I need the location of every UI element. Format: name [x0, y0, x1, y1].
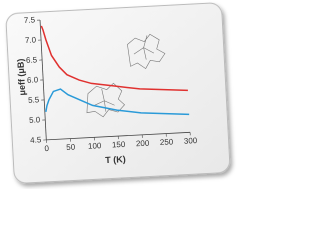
- molecule-top: [127, 33, 166, 69]
- y-axis-label: μeff (μB): [15, 58, 27, 95]
- series-line: [40, 25, 188, 92]
- card-bg: [5, 2, 231, 184]
- x-tick-label: 250: [160, 137, 174, 147]
- x-tick-label: 150: [112, 140, 126, 150]
- x-axis-label: T (K): [105, 154, 126, 165]
- y-tick-label: 6.0: [27, 75, 39, 85]
- x-tick-label: 50: [66, 142, 76, 151]
- y-tick-label: 6.5: [26, 55, 38, 65]
- series-line: [45, 88, 190, 116]
- page: μeff (μB) T (K) 4.5 5.0 5.5 6.0 6.5 7.0 7.5 0 50…: [5, 2, 231, 184]
- y-tick-label: 4.5: [30, 135, 42, 145]
- plot: μeff (μB) T (K) 4.5 5.0 5.5 6.0 6.5 7.0 7.5 0 50…: [15, 15, 198, 165]
- y-tick-label: 5.0: [29, 115, 41, 125]
- x-tick-label: 200: [136, 139, 150, 149]
- x-tick-label: 300: [184, 136, 198, 146]
- x-tick-label: 100: [88, 141, 102, 151]
- y-tick-label: 5.5: [28, 95, 40, 105]
- molecule-bottom: [86, 82, 125, 118]
- y-tick-label: 7.5: [24, 15, 36, 25]
- y-tick-label: 7.0: [25, 35, 37, 45]
- chart: μeff (μB) T (K) 4.5 5.0 5.5 6.0 6.5 7.0 7.5 0 50…: [5, 2, 231, 184]
- card: μeff (μB) T (K) 4.5 5.0 5.5 6.0 6.5 7.0 7.5 0 50…: [5, 2, 231, 184]
- x-tick-label: 0: [44, 144, 49, 153]
